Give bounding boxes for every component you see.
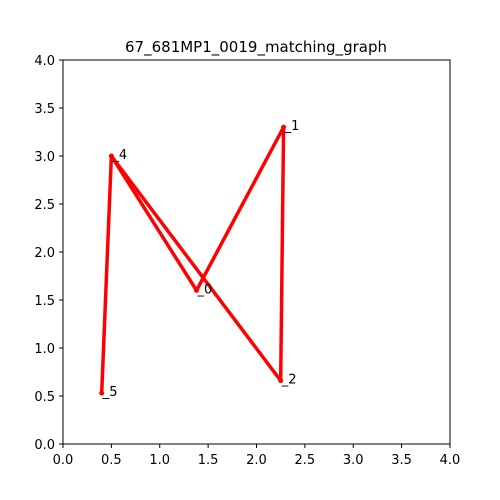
graph-node-2 <box>278 378 284 384</box>
axis-ticks: 0.0 0.5 1.0 1.5 2.0 2.5 3.0 3.5 4.0 0.0 0.5 1.0 1.5 2… <box>34 54 460 468</box>
x-tick-label: 2.0 <box>246 453 267 468</box>
y-tick-label: 3.0 <box>34 150 55 165</box>
edges-layer <box>99 125 286 395</box>
y-tick-label: 1.0 <box>34 342 55 357</box>
x-tick-label: 0.5 <box>101 453 122 468</box>
y-tick-label: 2.5 <box>34 198 55 213</box>
y-tick-label: 4.0 <box>34 54 55 69</box>
node-label-0: _0 <box>197 282 213 297</box>
node-label-4: _4 <box>111 148 127 163</box>
graph-edge-1-2 <box>278 125 286 383</box>
node-label-5: _5 <box>102 385 118 400</box>
x-tick-label: 3.0 <box>343 453 364 468</box>
graph-node-1 <box>281 124 287 130</box>
x-tick-label: 2.5 <box>295 453 316 468</box>
node-label-1: _1 <box>284 119 300 134</box>
graph-edge-4-5 <box>99 154 114 395</box>
x-tick-label: 3.5 <box>391 453 412 468</box>
x-tick-label: 1.5 <box>198 453 219 468</box>
y-tick-label: 0.0 <box>34 438 55 453</box>
nodes-layer: _0 _1 _2 _4 _5 <box>99 119 299 400</box>
graph-node-4 <box>108 153 114 159</box>
graph-node-5 <box>99 390 105 396</box>
y-tick-label: 2.0 <box>34 246 55 261</box>
node-label-2: _2 <box>281 373 297 388</box>
x-tick-label: 1.0 <box>149 453 170 468</box>
graph-edge-2-4 <box>109 154 283 383</box>
y-tick-label: 1.5 <box>34 294 55 309</box>
graph-node-0 <box>194 287 200 293</box>
graph-edge-4-0 <box>109 154 199 293</box>
x-tick-label: 4.0 <box>440 453 461 468</box>
graph-edge-0-1 <box>194 125 286 293</box>
x-tick-label: 0.0 <box>53 453 74 468</box>
y-tick-label: 3.5 <box>34 102 55 117</box>
y-tick-label: 0.5 <box>34 390 55 405</box>
chart-title: 67_681MP1_0019_matching_graph <box>125 38 387 57</box>
axes-frame <box>62 59 451 445</box>
